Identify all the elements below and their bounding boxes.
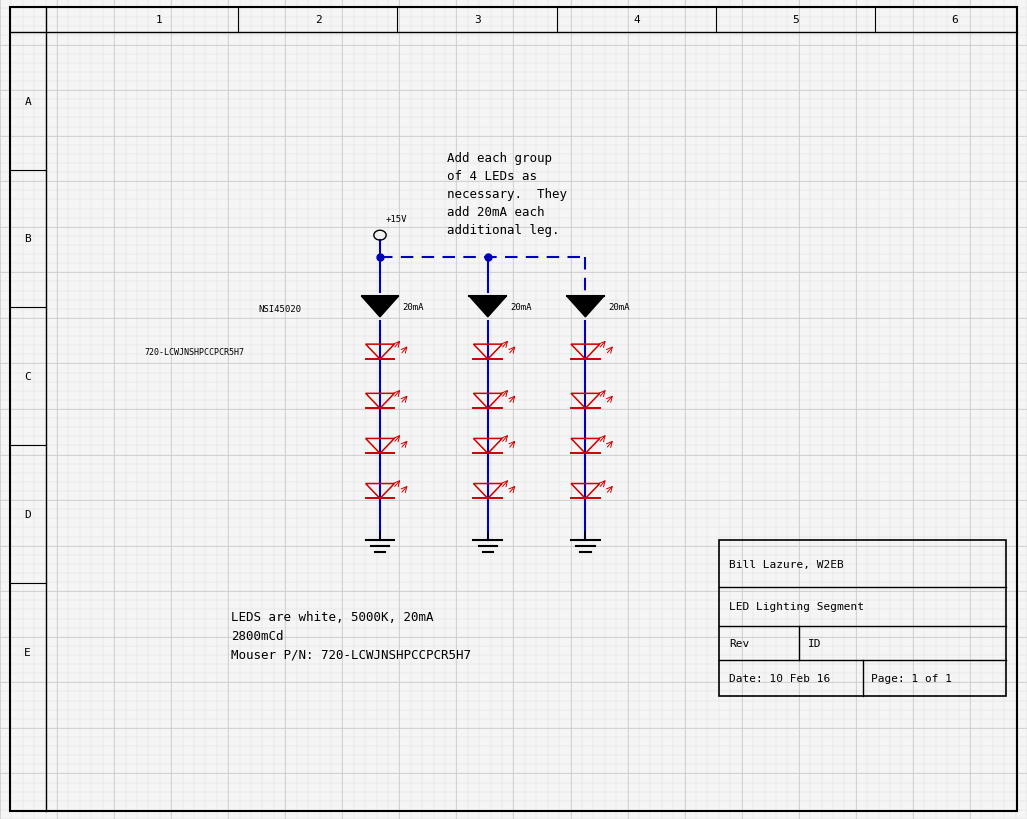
Text: B: B xyxy=(25,234,31,244)
Text: 6: 6 xyxy=(952,15,958,25)
Text: LEDS are white, 5000K, 20mA
2800mCd
Mouser P/N: 720-LCWJNSHPCCPCR5H7: LEDS are white, 5000K, 20mA 2800mCd Mous… xyxy=(231,610,471,661)
Text: D: D xyxy=(25,509,31,519)
Text: C: C xyxy=(25,372,31,382)
Bar xyxy=(719,541,1006,696)
Text: 2: 2 xyxy=(315,15,321,25)
Text: LED Lighting Segment: LED Lighting Segment xyxy=(729,602,864,612)
Text: Date: 10 Feb 16: Date: 10 Feb 16 xyxy=(729,673,831,683)
Text: 1: 1 xyxy=(156,15,162,25)
Text: 20mA: 20mA xyxy=(403,303,424,311)
Text: 3: 3 xyxy=(474,15,481,25)
Text: Add each group
of 4 LEDs as
necessary.  They
add 20mA each
additional leg.: Add each group of 4 LEDs as necessary. T… xyxy=(447,152,567,237)
Text: E: E xyxy=(25,647,31,657)
Text: Bill Lazure, W2EB: Bill Lazure, W2EB xyxy=(729,559,844,569)
Text: 5: 5 xyxy=(793,15,799,25)
Text: 20mA: 20mA xyxy=(608,303,630,311)
Text: Page: 1 of 1: Page: 1 of 1 xyxy=(871,673,952,683)
Text: NSI45020: NSI45020 xyxy=(258,305,301,314)
Text: Rev: Rev xyxy=(729,638,750,648)
Polygon shape xyxy=(469,296,506,318)
Text: 20mA: 20mA xyxy=(510,303,532,311)
Text: +15V: +15V xyxy=(385,215,407,224)
Text: 720-LCWJNSHPCCPCR5H7: 720-LCWJNSHPCCPCR5H7 xyxy=(145,348,244,356)
Text: A: A xyxy=(25,97,31,106)
Text: 4: 4 xyxy=(634,15,640,25)
Polygon shape xyxy=(362,296,398,318)
Text: ID: ID xyxy=(807,638,822,648)
Polygon shape xyxy=(567,296,604,318)
